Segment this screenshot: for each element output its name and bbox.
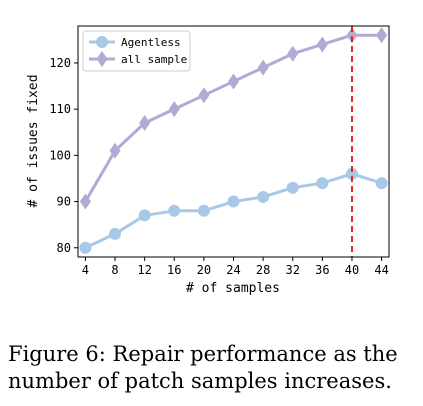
y-axis-label: # of issues fixed — [26, 74, 41, 207]
data-point-agentless — [138, 209, 151, 222]
data-point-all-sample — [109, 142, 121, 159]
x-tick-label: 12 — [137, 263, 151, 277]
legend: Agentless all sample — [82, 30, 191, 72]
data-point-agentless — [168, 204, 181, 217]
legend-label-all-sample: all sample — [121, 53, 187, 66]
data-point-all-sample — [139, 115, 151, 132]
data-point-all-sample — [376, 27, 388, 44]
chart: # of issues fixed 4 8 12 16 20 24 28 32 36 40 44 80… — [26, 25, 390, 296]
data-point-all-sample — [198, 87, 210, 104]
x-tick-label: 40 — [345, 263, 359, 277]
figure-caption: Figure 6: Repair performance as the numb… — [8, 341, 420, 395]
x-tick-label: 28 — [256, 263, 270, 277]
data-point-all-sample — [346, 27, 358, 44]
x-tick-label: 8 — [111, 263, 118, 277]
data-point-all-sample — [287, 45, 299, 62]
x-tick-label: 36 — [315, 263, 329, 277]
x-tick-label: 16 — [167, 263, 181, 277]
data-point-agentless — [197, 204, 210, 217]
y-tick-label: 90 — [57, 195, 71, 209]
data-point-all-sample — [168, 101, 180, 118]
y-tick-label: 100 — [49, 148, 71, 162]
caption-line-1: Figure 6: Repair performance as the — [8, 342, 398, 366]
x-tick-label: 44 — [374, 263, 388, 277]
data-point-agentless — [345, 167, 358, 180]
y-tick-label: 110 — [49, 102, 71, 116]
data-point-all-sample — [228, 73, 239, 90]
x-tick-label: 20 — [197, 263, 211, 277]
data-point-agentless — [286, 181, 299, 194]
data-point-agentless — [109, 227, 122, 240]
data-point-all-sample — [257, 59, 269, 76]
y-tick-label: 120 — [49, 56, 71, 70]
legend-marker-agentless — [96, 36, 108, 48]
data-point-agentless — [79, 241, 92, 254]
data-point-agentless — [316, 177, 329, 190]
data-point-agentless — [257, 190, 270, 203]
legend-marker-all-sample — [96, 51, 108, 67]
legend-label-agentless: Agentless — [121, 36, 181, 49]
x-tick-label: 4 — [82, 263, 89, 277]
y-tick-label: 80 — [57, 241, 71, 255]
caption-line-2: number of patch samples increases. — [8, 369, 392, 393]
x-tick-label: 32 — [286, 263, 300, 277]
x-tick-label: 24 — [226, 263, 240, 277]
x-axis-label: # of samples — [186, 281, 280, 296]
data-point-all-sample — [316, 36, 328, 53]
data-point-agentless — [375, 177, 388, 190]
data-point-all-sample — [79, 193, 91, 210]
series-line-agentless — [84, 172, 383, 250]
plot-frame — [77, 25, 390, 258]
data-point-agentless — [227, 195, 240, 208]
